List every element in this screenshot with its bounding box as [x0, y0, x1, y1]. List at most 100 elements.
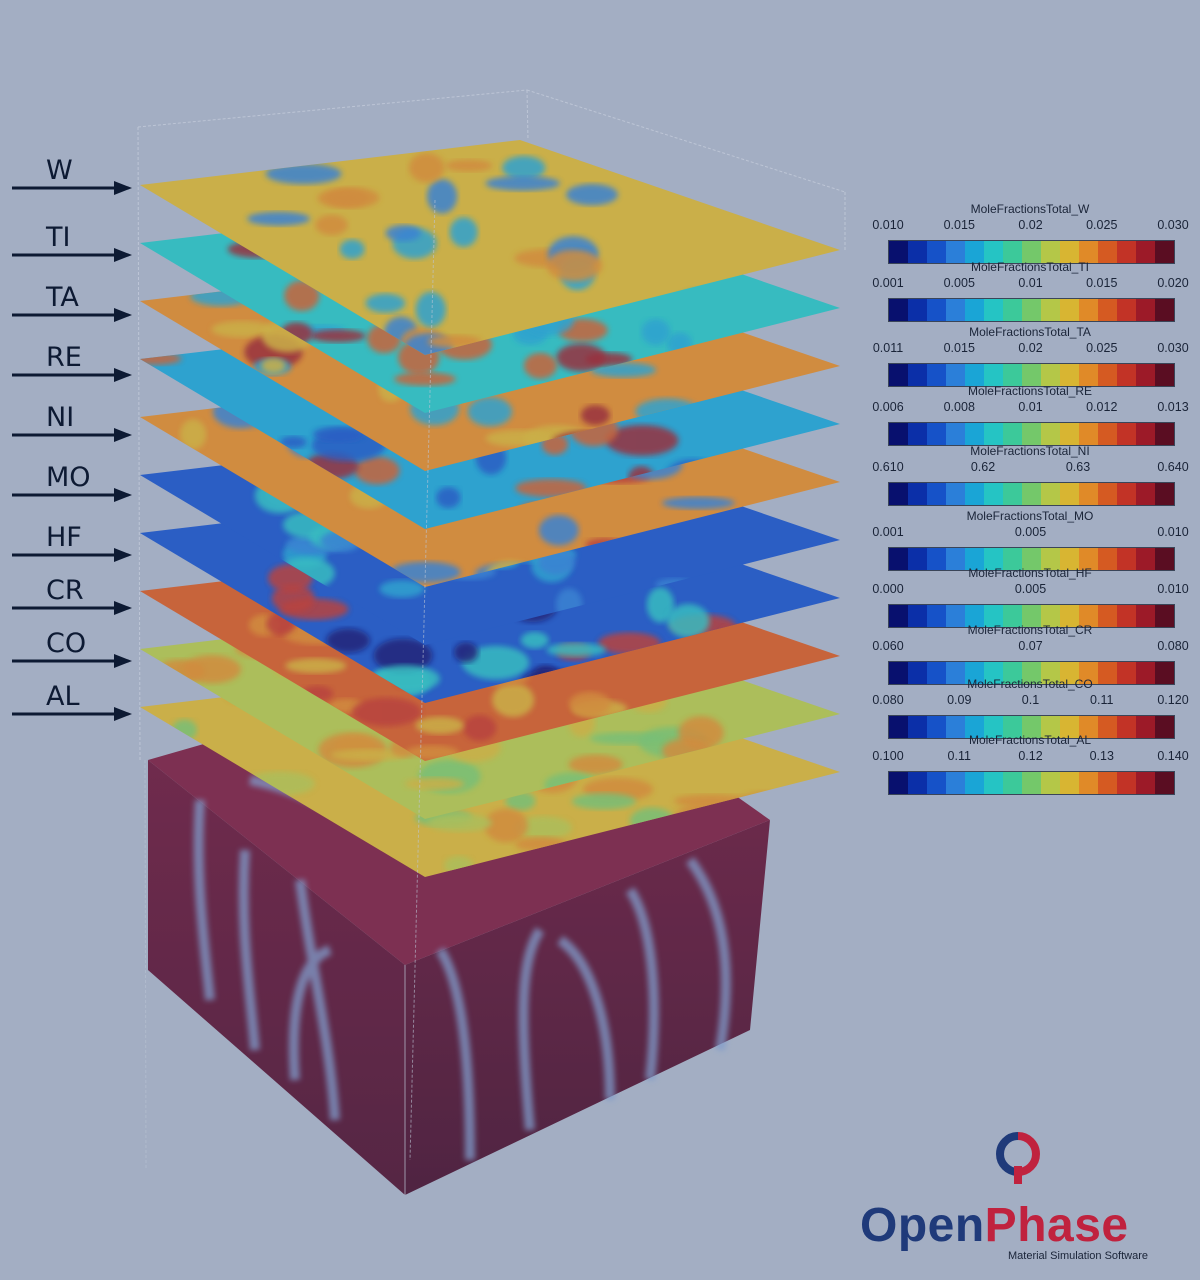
colorbar-ta: MoleFractionsTotal_TA 0.011 0.015 0.02 0.025…: [870, 323, 1190, 389]
colorbar-tick-label: 0.012: [1086, 400, 1118, 414]
colorbar-tick-label: 0.080: [1157, 639, 1189, 653]
colorbar-tick-labels: 0.001 0.005 0.01 0.015 0.020: [870, 276, 1190, 292]
colorbar-title: MoleFractionsTotal_MO: [966, 509, 1094, 523]
arrow-icon: [12, 308, 132, 322]
colorbar-hf: MoleFractionsTotal_HF 0.000 0.005 0.010: [870, 564, 1190, 630]
colorbar-tick-label: 0.120: [1157, 693, 1189, 707]
colorbar-tick-label: 0.010: [1157, 525, 1189, 539]
colorbar-title: MoleFractionsTotal_W: [970, 202, 1090, 216]
colorbar-tick-label: 0.140: [1157, 749, 1189, 763]
layer-label-ta: TA: [46, 282, 79, 313]
colorbar-w: MoleFractionsTotal_W 0.010 0.015 0.02 0.025 0…: [870, 200, 1190, 266]
layer-label-ti: TI: [46, 222, 71, 253]
arrow-icon: [12, 488, 132, 502]
colorbar-tick-labels: 0.000 0.005 0.010: [870, 582, 1190, 598]
arrow-icon: [12, 368, 132, 382]
colorbar-tick-label: 0.006: [872, 400, 904, 414]
arrow-icon: [12, 248, 132, 262]
colorbar-tick-label: 0.013: [1157, 400, 1189, 414]
colorbar-tick-label: 0.11: [1090, 693, 1114, 707]
colorbar-re: MoleFractionsTotal_RE 0.006 0.008 0.01 0.012…: [870, 382, 1190, 448]
colorbar-gradient: [888, 422, 1175, 446]
arrow-icon: [12, 654, 132, 668]
colorbar-tick-label: 0.610: [872, 460, 904, 474]
logo-subtitle: Material Simulation Software: [1008, 1250, 1149, 1262]
layer-label-re: RE: [46, 342, 82, 373]
colorbar-gradient: [888, 771, 1175, 795]
logo-wordmark: OpenPhase: [860, 1198, 1129, 1253]
colorbar-cr: MoleFractionsTotal_CR 0.060 0.07 0.080: [870, 621, 1190, 687]
colorbar-tick-label: 0.02: [1018, 341, 1043, 355]
colorbar-tick-labels: 0.100 0.11 0.12 0.13 0.140: [870, 749, 1190, 765]
bounding-box-outline: [137, 89, 846, 761]
colorbar-al: MoleFractionsTotal_AL 0.100 0.11 0.12 0.13 0.…: [870, 731, 1190, 797]
colorbar-tick-label: 0.010: [872, 218, 904, 232]
colorbar-tick-label: 0.001: [872, 276, 904, 290]
colorbar-title: MoleFractionsTotal_RE: [967, 384, 1093, 398]
colorbar-tick-label: 0.01: [1018, 276, 1043, 290]
openphase-logo: OpenPhase Material Simulation Software: [860, 1130, 1180, 1270]
colorbar-tick-label: 0.030: [1157, 341, 1189, 355]
layer-label-ni: NI: [46, 402, 75, 433]
colorbar-tick-label: 0.000: [872, 582, 904, 596]
colorbar-tick-label: 0.030: [1157, 218, 1189, 232]
layer-label-co: CO: [46, 628, 87, 659]
colorbar-tick-label: 0.025: [1086, 218, 1118, 232]
layer-label-w: W: [46, 155, 73, 186]
colorbar-tick-label: 0.63: [1065, 460, 1091, 474]
colorbar-tick-label: 0.025: [1086, 341, 1118, 355]
colorbar-tick-label: 0.008: [943, 400, 975, 414]
colorbar-tick-label: 0.01: [1018, 400, 1043, 414]
colorbar-title: MoleFractionsTotal_HF: [968, 566, 1092, 580]
colorbar-tick-label: 0.12: [1018, 749, 1043, 763]
colorbar-tick-label: 0.001: [872, 525, 904, 539]
colorbar-gradient: [888, 240, 1175, 264]
colorbar-tick-label: 0.07: [1018, 639, 1043, 653]
colorbar-tick-label: 0.020: [1157, 276, 1189, 290]
colorbar-tick-labels: 0.060 0.07 0.080: [870, 639, 1190, 655]
colorbar-tick-label: 0.080: [872, 693, 904, 707]
colorbar-title: MoleFractionsTotal_AL: [968, 733, 1092, 747]
colorbar-tick-label: 0.640: [1157, 460, 1189, 474]
colorbar-tick-label: 0.09: [947, 693, 972, 707]
arrow-icon: [12, 548, 132, 562]
colorbar-co: MoleFractionsTotal_CO 0.080 0.09 0.1 0.11 0.1…: [870, 675, 1190, 741]
colorbar-tick-label: 0.13: [1089, 749, 1114, 763]
logo-word-phase: Phase: [984, 1199, 1129, 1252]
colorbar-mo: MoleFractionsTotal_MO 0.001 0.005 0.010: [870, 507, 1190, 573]
colorbar-tick-label: 0.005: [1014, 582, 1047, 596]
layer-label-al: AL: [46, 681, 80, 712]
colorbar-title: MoleFractionsTotal_CO: [967, 677, 1093, 691]
layer-label-mo: MO: [46, 462, 91, 493]
concentration-slices: [140, 140, 840, 877]
layer-label-cr: CR: [46, 575, 84, 606]
arrow-icon: [12, 707, 132, 721]
colorbar-tick-labels: 0.001 0.005 0.010: [870, 525, 1190, 541]
colorbar-tick-label: 0.015: [943, 218, 975, 232]
colorbar-ti: MoleFractionsTotal_TI 0.001 0.005 0.01 0.015…: [870, 258, 1190, 324]
arrow-icon: [12, 428, 132, 442]
colorbar-gradient: [888, 604, 1175, 628]
openphase-logo-mark: [996, 1132, 1040, 1184]
colorbar-tick-label: 0.11: [947, 749, 971, 763]
colorbar-tick-labels: 0.011 0.015 0.02 0.025 0.030: [870, 341, 1190, 357]
colorbar-tick-label: 0.010: [1157, 582, 1189, 596]
colorbar-tick-label: 0.015: [1086, 276, 1118, 290]
colorbar-tick-labels: 0.010 0.015 0.02 0.025 0.030: [870, 218, 1190, 234]
colorbar-ni: MoleFractionsTotal_NI 0.610 0.62 0.63 0.640: [870, 442, 1190, 508]
colorbar-tick-label: 0.02: [1018, 218, 1043, 232]
colorbar-tick-labels: 0.006 0.008 0.01 0.012 0.013: [870, 400, 1190, 416]
colorbar-tick-label: 0.015: [943, 341, 975, 355]
colorbar-gradient: [888, 715, 1175, 739]
colorbar-tick-label: 0.100: [872, 749, 904, 763]
colorbar-gradient: [888, 363, 1175, 387]
colorbar-gradient: [888, 482, 1175, 506]
colorbar-tick-labels: 0.610 0.62 0.63 0.640: [870, 460, 1190, 476]
colorbar-title: MoleFractionsTotal_TA: [969, 325, 1091, 339]
colorbar-title: MoleFractionsTotal_NI: [970, 444, 1090, 458]
colorbar-tick-label: 0.62: [970, 460, 996, 474]
colorbar-tick-label: 0.005: [1014, 525, 1047, 539]
arrow-icon: [12, 181, 132, 195]
colorbar-title: MoleFractionsTotal_TI: [970, 260, 1090, 274]
